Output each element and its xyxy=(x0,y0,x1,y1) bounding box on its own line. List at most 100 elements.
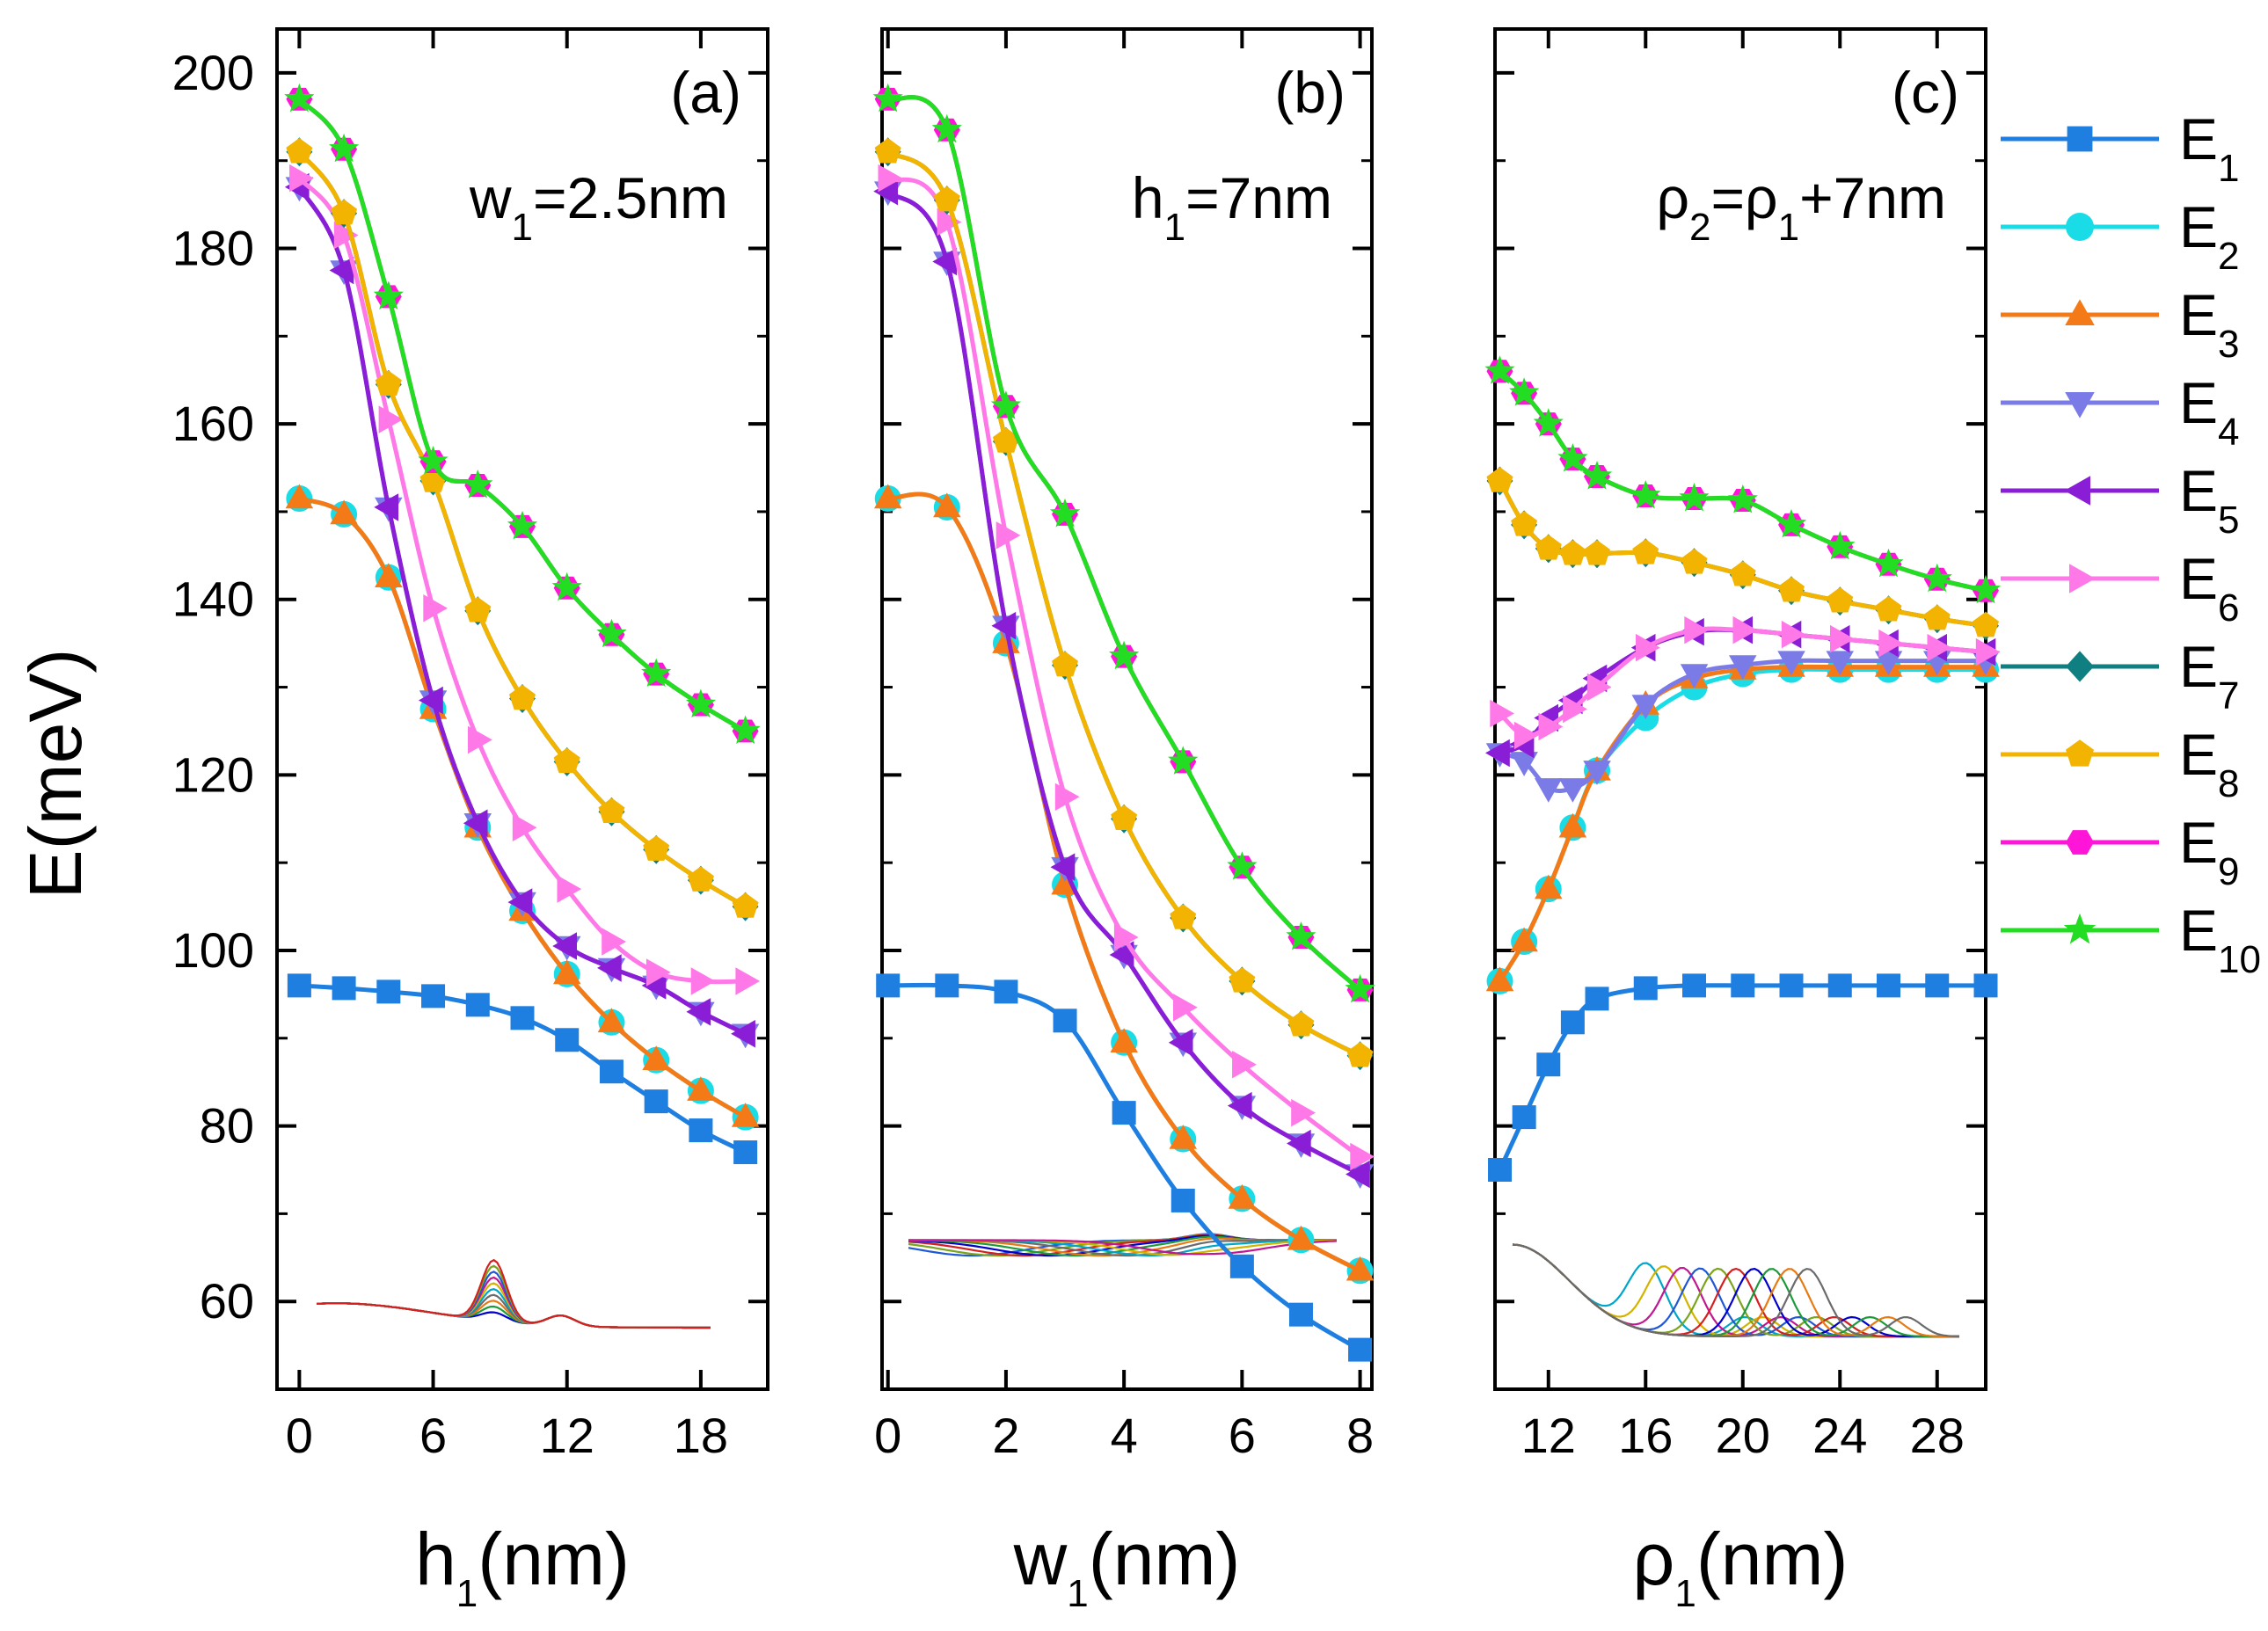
series-markers-e8 xyxy=(874,138,1374,1067)
legend-label-main: E xyxy=(2179,722,2218,787)
series-markers-e10 xyxy=(284,83,761,744)
data-point xyxy=(992,427,1019,453)
data-point xyxy=(1682,973,1707,998)
data-point xyxy=(1112,1101,1136,1125)
data-point xyxy=(553,959,581,985)
data-point xyxy=(1488,1157,1513,1182)
series-markers-e5 xyxy=(873,177,1370,1189)
series-markers-e8 xyxy=(1486,467,1999,637)
legend-label-sub: 6 xyxy=(2218,586,2239,630)
x-axis-title-part: w xyxy=(1013,1518,1068,1600)
legend-label: E9 xyxy=(2179,810,2240,893)
data-point xyxy=(1877,973,1901,998)
data-point xyxy=(1485,739,1510,768)
legend-item-e10: E10 xyxy=(2001,898,2261,981)
series-line-e4 xyxy=(886,189,1361,1176)
data-point xyxy=(552,932,577,960)
data-point xyxy=(643,835,670,861)
legend-item-e4: E4 xyxy=(2001,370,2240,454)
data-point xyxy=(423,594,448,623)
data-point xyxy=(1173,994,1198,1022)
data-point xyxy=(735,967,761,995)
panel-annotation-part: ρ xyxy=(1656,165,1689,230)
series-markers-e1 xyxy=(1488,973,1998,1182)
series-line-e6 xyxy=(886,176,1362,1159)
data-point xyxy=(935,973,959,998)
data-point xyxy=(1287,1225,1316,1250)
data-point xyxy=(991,611,1017,640)
data-point xyxy=(1535,874,1563,899)
y-tick-label: 100 xyxy=(172,922,254,978)
data-point xyxy=(1558,778,1587,803)
data-point xyxy=(874,138,901,164)
legend-marker xyxy=(2065,392,2095,419)
data-point xyxy=(1681,549,1708,574)
data-point xyxy=(878,164,903,193)
data-point xyxy=(1533,408,1564,437)
legend-label-main: E xyxy=(2179,370,2218,435)
y-tick-label: 80 xyxy=(200,1098,254,1154)
data-point xyxy=(1975,637,2001,666)
data-point xyxy=(1348,1337,1373,1362)
data-point xyxy=(463,809,488,837)
legend-label: E2 xyxy=(2179,194,2240,278)
data-point xyxy=(1779,973,1804,998)
panel-annotation-part: +7nm xyxy=(1799,165,1946,230)
data-point xyxy=(687,1076,715,1101)
legend-label-sub: 1 xyxy=(2218,147,2239,190)
x-axis-title-part: 1 xyxy=(456,1572,478,1615)
data-point xyxy=(598,797,625,823)
data-point xyxy=(1922,563,1952,593)
data-point xyxy=(1584,540,1610,565)
x-axis-title-part: (nm) xyxy=(1089,1518,1241,1600)
data-point xyxy=(1535,778,1563,803)
data-point xyxy=(331,199,358,225)
x-axis-title: h1(nm) xyxy=(415,1518,630,1615)
legend-marker xyxy=(2063,913,2097,944)
y-tick-label: 120 xyxy=(172,746,254,802)
data-point xyxy=(1509,377,1540,406)
data-point xyxy=(1557,443,1588,472)
data-point xyxy=(689,1118,713,1143)
series-markers-e3 xyxy=(874,484,1375,1281)
legend-label-main: E xyxy=(2179,634,2218,699)
legend-marker xyxy=(2069,564,2096,593)
data-point xyxy=(1345,1256,1375,1281)
data-point xyxy=(1536,1052,1561,1077)
data-point xyxy=(1350,1142,1375,1171)
data-point xyxy=(1510,927,1538,952)
data-point xyxy=(1485,966,1514,992)
data-point xyxy=(933,186,960,212)
data-point xyxy=(1874,651,1903,676)
data-point xyxy=(329,256,354,285)
data-point xyxy=(1287,1129,1311,1158)
legend-label-main: E xyxy=(2179,898,2218,963)
data-point xyxy=(1970,574,2002,604)
inset-wavefunctions xyxy=(316,1258,711,1329)
data-point xyxy=(1633,976,1658,1001)
data-point xyxy=(378,405,404,433)
legend-marker xyxy=(2066,651,2094,682)
legend-label: E8 xyxy=(2179,722,2240,805)
series-markers-e1 xyxy=(876,973,1373,1362)
data-point xyxy=(287,973,311,998)
series-line-e5 xyxy=(1499,627,1987,755)
data-point xyxy=(374,493,399,521)
legend-item-e5: E5 xyxy=(2001,458,2240,542)
legend-item-e2: E2 xyxy=(2001,194,2240,278)
data-point xyxy=(596,618,627,648)
data-point xyxy=(1925,973,1950,998)
data-point xyxy=(1558,812,1587,838)
series-markers-e2 xyxy=(874,484,1374,1285)
x-axis-title-part: ρ xyxy=(1633,1518,1675,1600)
data-point xyxy=(465,993,490,1017)
panel-annotation-part: 2 xyxy=(1689,206,1710,249)
data-point xyxy=(1111,805,1138,830)
legend-label-sub: 5 xyxy=(2218,499,2239,542)
data-point xyxy=(1170,1188,1195,1212)
y-tick-label: 140 xyxy=(172,572,254,627)
data-point xyxy=(1052,651,1078,677)
data-point xyxy=(1050,853,1076,881)
